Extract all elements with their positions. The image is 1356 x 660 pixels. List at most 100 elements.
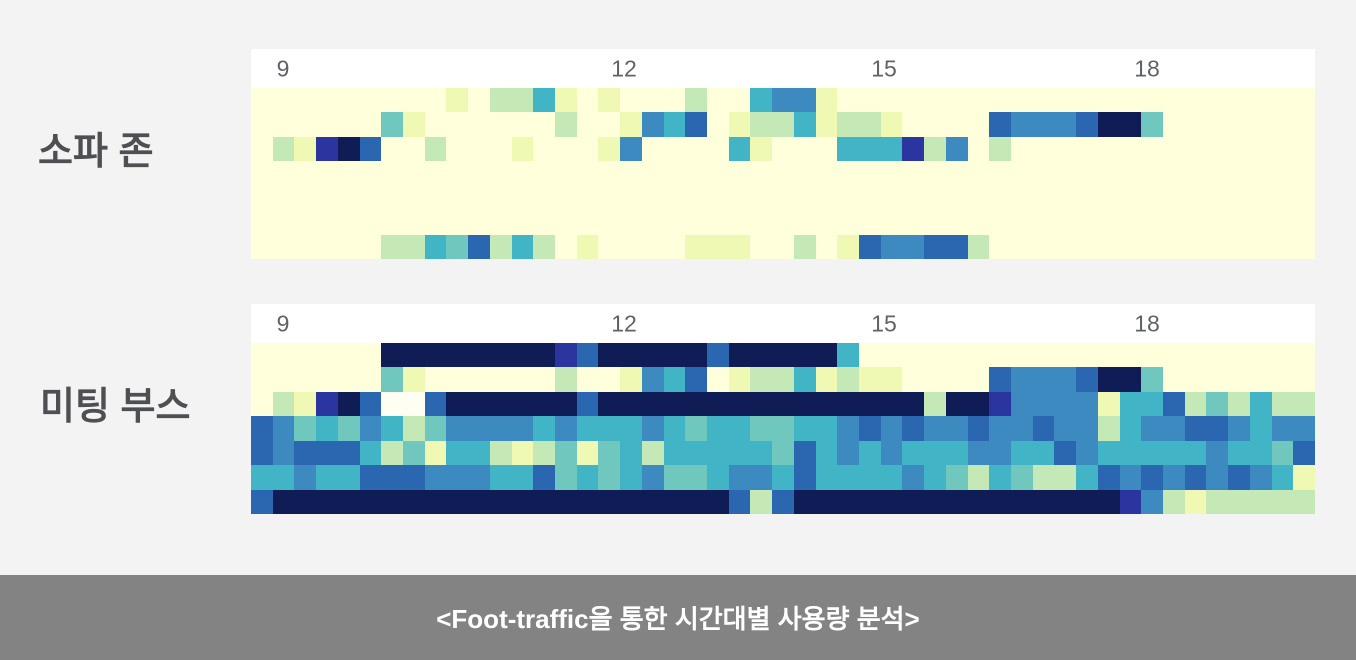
heatmap-cell [294,416,317,441]
heatmap-cell [554,391,577,417]
heatmap-cell [359,234,382,259]
heatmap-cell [1010,489,1033,514]
heatmap-cell [1032,391,1055,417]
heatmap-cell [554,367,577,392]
heatmap-cell [533,416,555,441]
heatmap-cell [945,88,968,113]
heatmap-cell [837,440,859,466]
heatmap-cell [1141,161,1163,186]
heatmap-cell [772,489,794,514]
heatmap-cell [359,185,382,211]
heatmap-cell [815,161,838,186]
heatmap-cell [663,185,686,211]
heatmap-cell [728,465,751,490]
heatmap-cell [576,88,599,113]
heatmap-cell [815,210,838,235]
heatmap-cell [1054,343,1077,368]
heatmap-cell [1054,112,1077,137]
heatmap-cell [402,112,425,137]
heatmap-cell [489,161,512,186]
heatmap-cell [858,440,881,466]
heatmap-cell [576,185,599,211]
heatmap-cell [1249,161,1272,186]
heatmap-cell [750,88,773,113]
heatmap-cell [554,489,577,514]
heatmap-cell [381,416,403,441]
heatmap-cell [1162,112,1185,137]
heatmap-cell [468,391,490,417]
heatmap-cell [989,489,1011,514]
heatmap-cell [554,343,577,368]
heatmap-cell [598,136,621,162]
heatmap-cell [576,161,599,186]
heatmap-cell [381,465,403,490]
heatmap-cell [294,112,317,137]
heatmap-cell [1141,416,1163,441]
heatmap-cell [1293,367,1315,392]
heatmap-cell [772,465,794,490]
heatmap-cell [489,440,512,466]
heatmap-cell [858,88,881,113]
heatmap-cell [554,440,577,466]
heatmap-cell [902,161,925,186]
heatmap-cell [1054,210,1077,235]
heatmap-cell [837,185,859,211]
heatmap-cell [598,391,621,417]
heatmap-cell [945,391,968,417]
heatmap-cell [533,185,555,211]
heatmap-cell [902,234,925,259]
heatmap-cell [511,136,534,162]
heatmap-cell [685,185,707,211]
heatmap-cell [1293,416,1315,441]
heatmap-cell [489,465,512,490]
heatmap-cell [1293,489,1315,514]
heatmap-cell [337,367,360,392]
heatmap-cell [598,112,621,137]
heatmap-cell [772,161,794,186]
heatmap-cell [511,185,534,211]
heatmap-cell [294,161,317,186]
heatmap-cell [598,88,621,113]
heatmap-cell [1228,465,1250,490]
heatmap-cell [924,210,946,235]
heatmap-cell [945,136,968,162]
heatmap-cell [446,440,469,466]
heatmap-cell [989,391,1011,417]
heatmap-cell [1162,210,1185,235]
heatmap-cell [815,416,838,441]
heatmap-cell [1054,367,1077,392]
heatmap-cell [294,343,317,368]
heatmap-cell [880,343,903,368]
heatmap-cell [1249,489,1272,514]
heatmap-cell [1249,112,1272,137]
heatmap-cell [902,416,925,441]
heatmap-cell [1119,112,1142,137]
heatmap-cell [728,112,751,137]
heatmap-cell [489,185,512,211]
heatmap-cell [1249,234,1272,259]
heatmap-cell [641,489,664,514]
heatmap-cell [815,489,838,514]
heatmap-cell [1293,112,1315,137]
heatmap-cell [1076,234,1098,259]
heatmap-cell [706,112,729,137]
heatmap-cell [772,136,794,162]
heatmap-cell [1184,88,1207,113]
heatmap-cell [663,112,686,137]
heatmap-cell [706,185,729,211]
heatmap-cell [424,440,447,466]
heatmap-cell [772,391,794,417]
heatmap-cell [989,161,1011,186]
heatmap-cell [468,343,490,368]
heatmap-cell [685,416,707,441]
heatmap-cell [902,489,925,514]
heatmap-cell [576,136,599,162]
heatmap-cell [1054,465,1077,490]
heatmap-cell [967,234,990,259]
heatmap-cell [685,343,707,368]
heatmap-cell [1076,465,1098,490]
heatmap-cell [1184,416,1207,441]
heatmap-cell [511,440,534,466]
heatmap-cell [424,465,447,490]
heatmap-cell [337,465,360,490]
